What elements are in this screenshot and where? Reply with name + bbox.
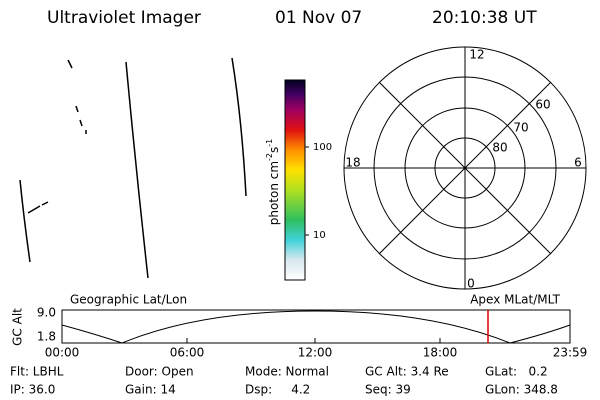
- time: 20:10:38 UT: [432, 8, 537, 28]
- x-tick-label: 18:00: [423, 346, 458, 360]
- y-tick-label: 9.0: [37, 306, 56, 320]
- status-item: IP: 36.0: [10, 383, 55, 397]
- status-item: Gain: 14: [125, 383, 176, 397]
- panel-title: Apex MLat/MLT: [470, 293, 560, 307]
- mlt-label: 0: [467, 277, 475, 291]
- x-tick-label: 06:00: [170, 346, 205, 360]
- unit-exp: -1: [265, 139, 274, 147]
- status-item: GLat: 0.2: [485, 365, 548, 379]
- mlt-label: 12: [469, 48, 484, 62]
- lat-label: 80: [492, 141, 507, 155]
- panel-title: Geographic Lat/Lon: [70, 293, 187, 307]
- colorbar-tick-label: 100: [313, 142, 332, 153]
- status-item: Flt: LBHL: [10, 365, 64, 379]
- x-tick-label: 12:00: [298, 346, 333, 360]
- lat-label: 70: [513, 121, 528, 135]
- altitude-curve: [61, 310, 571, 344]
- status-item: Door: Open: [125, 365, 194, 379]
- colorbar: [284, 79, 306, 281]
- x-tick-label: 23:59: [553, 346, 588, 360]
- status-item: GC Alt: 3.4 Re: [365, 365, 449, 379]
- status-item: Dsp: 4.2: [245, 383, 310, 397]
- mlt-label: 6: [574, 156, 582, 170]
- mlt-label: 18: [345, 156, 360, 170]
- y-axis-label: GC Alt: [11, 308, 25, 346]
- orbit-frame: [61, 309, 571, 344]
- image-area: [19, 57, 247, 279]
- status-item: GLon: 348.8: [485, 383, 558, 397]
- x-ticks: [186, 338, 441, 343]
- lat-label: 60: [535, 98, 550, 112]
- date: 01 Nov 07: [275, 8, 362, 28]
- colorbar-tick-label: 10: [313, 230, 326, 241]
- y-tick-label: 1.8: [37, 330, 56, 344]
- colorbar-label: photon cm-2s-1: [265, 139, 281, 226]
- status-block: Flt: LBHL Door: Open Mode: Normal GC Alt: 3…: [10, 365, 558, 397]
- unit: photon cm: [267, 161, 281, 225]
- unit: s: [267, 147, 281, 153]
- unit-exp: -2: [265, 153, 274, 161]
- status-item: Mode: Normal: [245, 365, 329, 379]
- title: Ultraviolet Imager: [47, 8, 201, 28]
- x-tick-label: 00:00: [45, 346, 80, 360]
- status-item: Seq: 39: [365, 383, 411, 397]
- polar-grid: [343, 46, 587, 290]
